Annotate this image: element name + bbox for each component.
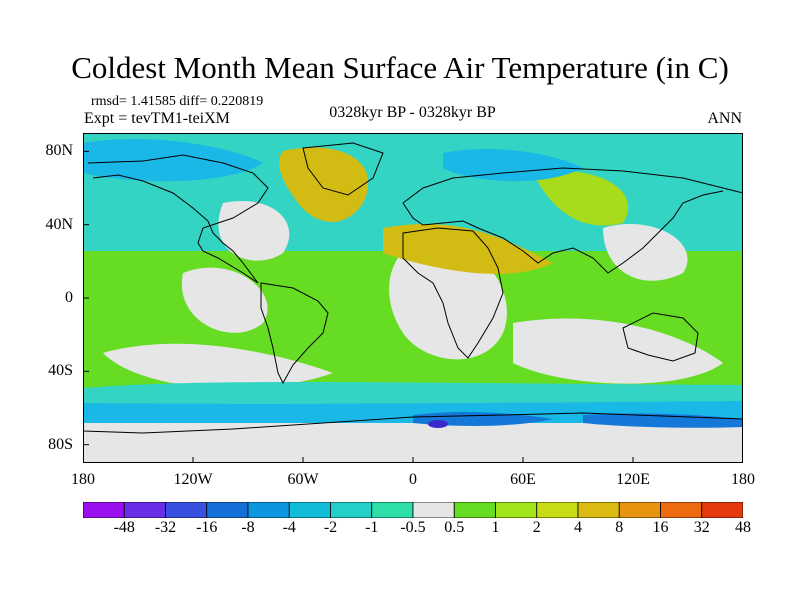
y-tick-label: 40N	[45, 215, 73, 233]
coastline-antarctica	[83, 412, 743, 434]
coastline-africa	[402, 227, 504, 359]
colorbar-label: -48	[113, 519, 135, 536]
colorbar-label: -4	[282, 519, 296, 536]
coastline-north-america	[87, 154, 269, 284]
x-tick-label: 0	[409, 471, 417, 488]
colorbar-swatch	[83, 502, 125, 518]
colorbar-label: 2	[532, 519, 541, 536]
colorbar-swatch	[123, 502, 166, 518]
experiment-label: Expt = tevTM1-teiXM	[84, 110, 230, 127]
colorbar	[83, 502, 743, 518]
coastlines	[83, 142, 743, 434]
colorbar-label: -2	[323, 519, 338, 536]
colorbar-swatch	[165, 502, 208, 518]
field-shading	[83, 139, 743, 463]
colorbar-label: 0.5	[444, 519, 465, 536]
axis-ticks	[83, 150, 743, 463]
colorbar-swatch	[288, 502, 331, 518]
colorbar-swatch	[618, 502, 661, 518]
colorbar-swatch	[206, 502, 249, 518]
colorbar-swatch	[247, 502, 290, 518]
chart-title: Coldest Month Mean Surface Air Temperatu…	[71, 50, 729, 85]
colorbar-label: 16	[652, 519, 669, 536]
world-map	[83, 133, 743, 463]
colorbar-label: 32	[693, 519, 710, 536]
colorbar-swatch	[577, 502, 620, 518]
colorbar-swatch	[412, 502, 455, 518]
x-tick-label: 180	[731, 471, 755, 488]
colorbar-swatch	[660, 502, 703, 518]
period-label: 0328kyr BP - 0328kyr BP	[329, 104, 496, 121]
y-tick-label: 40S	[48, 362, 73, 380]
colorbar-swatch	[453, 502, 496, 518]
colorbar-label: -1	[365, 519, 379, 536]
x-tick-label: 60E	[510, 471, 536, 488]
y-tick-label: 0	[65, 289, 73, 306]
season-label: ANN	[707, 110, 742, 127]
colorbar-label: -0.5	[400, 519, 426, 536]
y-tick-label: 80S	[48, 435, 73, 453]
coastline-greenland	[302, 142, 384, 196]
colorbar-swatch	[536, 502, 579, 518]
colorbar-label: -16	[196, 519, 218, 536]
colorbar-label: 4	[574, 519, 582, 536]
stats-label: rmsd= 1.41585 diff= 0.220819	[91, 94, 264, 109]
x-tick-label: 120W	[173, 471, 213, 488]
colorbar-label: -8	[241, 519, 255, 536]
colorbar-swatch	[495, 502, 538, 518]
colorbar-swatch	[371, 502, 414, 518]
colorbar-label: 8	[615, 519, 624, 536]
coastline-europe-asia	[402, 167, 743, 274]
colorbar-swatch	[330, 502, 373, 518]
colorbar-label: -32	[154, 519, 177, 536]
x-tick-label: 120E	[616, 471, 650, 488]
y-tick-label: 80N	[45, 142, 73, 160]
colorbar-label: 48	[735, 519, 751, 536]
coastline-south-america	[260, 282, 329, 385]
coastline-australia	[622, 312, 699, 362]
x-tick-label: 180	[71, 471, 95, 488]
colorbar-label: 1	[491, 519, 500, 536]
colorbar-swatch	[701, 502, 743, 518]
x-tick-label: 60W	[287, 471, 319, 488]
